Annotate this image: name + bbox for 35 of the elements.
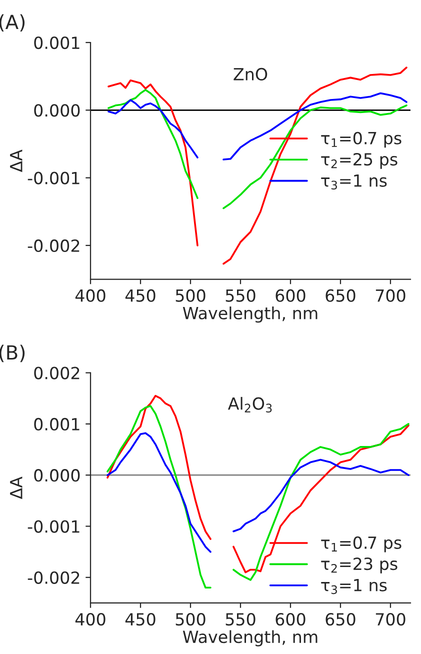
legend-label: τ$_{3}$=1 ns <box>321 174 387 190</box>
x-tick-label: 400 <box>75 613 106 626</box>
annotation: ZnO <box>234 68 268 80</box>
x-tick-label: 700 <box>376 613 406 626</box>
x-tick-label: 650 <box>326 613 356 626</box>
y-axis-title: ΔA <box>10 476 22 500</box>
x-tick-label: 400 <box>75 289 106 302</box>
x-tick-label: 600 <box>276 289 306 302</box>
y-tick-label: -0.002 <box>28 239 80 252</box>
x-tick-label: 500 <box>176 613 206 626</box>
y-tick-label: 0.000 <box>34 104 80 117</box>
y-tick-label: 0.002 <box>34 366 80 380</box>
x-tick-label: 700 <box>376 289 406 302</box>
x-axis-title: Wavelength, nm <box>182 630 318 646</box>
x-tick-label: 450 <box>125 613 156 626</box>
y-tick-label: -0.002 <box>28 571 80 584</box>
y-tick-label: 0.001 <box>34 36 80 50</box>
x-axis-title: Wavelength, nm <box>182 306 318 323</box>
x-tick-label: 550 <box>226 613 256 626</box>
legend-label: τ$_{2}$=23 ps <box>321 558 398 574</box>
x-tick-label: 550 <box>226 289 256 302</box>
x-tick-label: 650 <box>326 289 356 302</box>
y-tick-label: -0.001 <box>28 520 80 533</box>
y-tick-label: 0.000 <box>34 469 80 482</box>
legend-label: τ$_{1}$=0.7 ps <box>321 536 402 552</box>
x-tick-label: 450 <box>125 289 156 302</box>
legend-label: τ$_{3}$=1 ns <box>321 579 387 594</box>
y-tick-label: 0.001 <box>34 418 80 431</box>
legend-label: τ$_{1}$=0.7 ps <box>321 132 402 148</box>
x-tick-label: 500 <box>176 289 206 302</box>
annotation: Al$_{2}$O$_{3}$ <box>228 396 272 413</box>
x-tick-label: 600 <box>276 613 306 626</box>
legend-label: τ$_{2}$=25 ps <box>321 152 398 169</box>
y-tick-label: -0.001 <box>28 172 80 184</box>
y-axis-title: ΔA <box>10 150 22 172</box>
